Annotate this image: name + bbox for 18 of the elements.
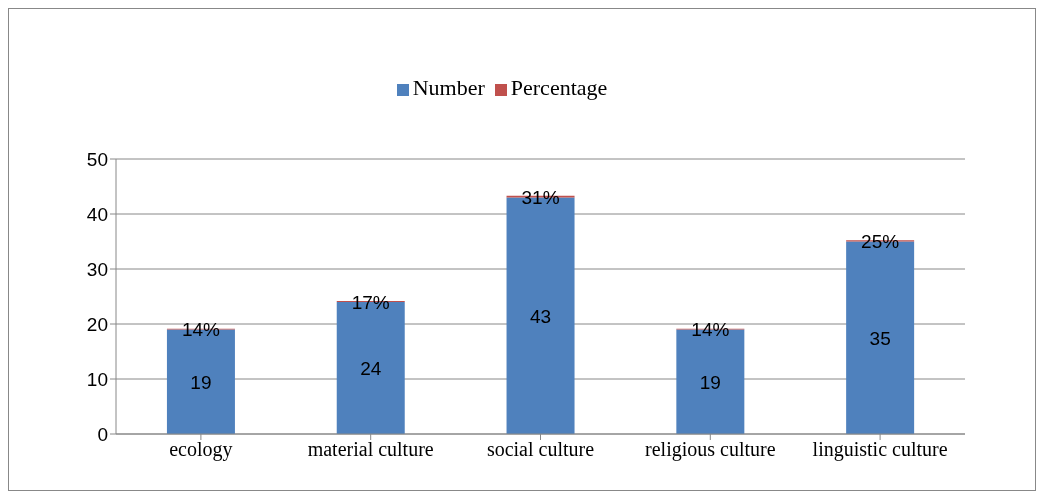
data-label: 19 bbox=[699, 371, 721, 393]
legend-label: Number bbox=[412, 75, 485, 100]
y-tick-label: 0 bbox=[97, 423, 108, 445]
y-tick-label: 30 bbox=[86, 258, 108, 280]
data-label: 19 bbox=[190, 371, 212, 393]
legend-label: Percentage bbox=[510, 75, 608, 100]
y-tick-label: 10 bbox=[86, 368, 108, 390]
data-label: 24 bbox=[360, 358, 382, 379]
x-tick-label: ecology bbox=[169, 438, 233, 462]
x-tick-label: material culture bbox=[307, 438, 434, 461]
y-tick-label: 20 bbox=[86, 313, 108, 335]
x-tick-label: religious culture bbox=[645, 438, 776, 462]
x-tick-label: social culture bbox=[486, 438, 595, 461]
x-tick-label: linguistic culture bbox=[812, 438, 948, 462]
data-label: 43 bbox=[529, 305, 552, 327]
y-tick-label: 40 bbox=[86, 203, 108, 225]
data-label: 35 bbox=[869, 327, 891, 349]
y-tick-label: 50 bbox=[86, 148, 108, 170]
